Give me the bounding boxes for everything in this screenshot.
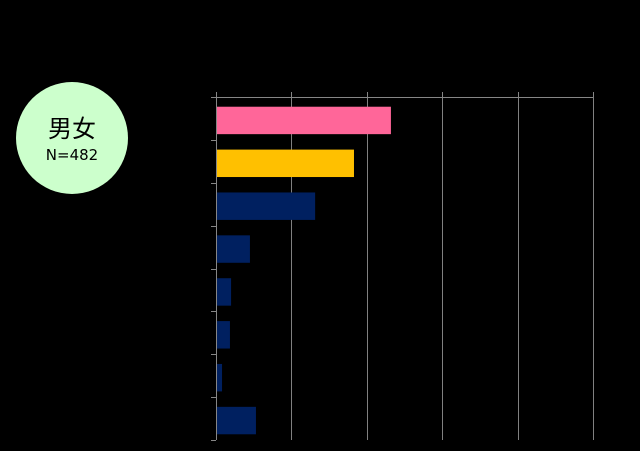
badge-group-label: 男女 bbox=[48, 115, 96, 143]
bar-2 bbox=[217, 149, 354, 178]
axes bbox=[211, 92, 594, 441]
bar-7 bbox=[217, 363, 223, 392]
gridlines bbox=[291, 97, 594, 440]
bar-series bbox=[217, 106, 391, 435]
bar-6 bbox=[217, 321, 230, 349]
badge-sample-size: N=482 bbox=[46, 146, 98, 164]
bar-8 bbox=[217, 406, 256, 435]
badge-circle bbox=[16, 82, 128, 194]
bar-3 bbox=[217, 192, 316, 220]
sample-badge: 男女 N=482 bbox=[16, 82, 128, 194]
bar-5 bbox=[217, 278, 232, 306]
bar-4 bbox=[217, 235, 250, 263]
bar-1 bbox=[217, 106, 391, 135]
